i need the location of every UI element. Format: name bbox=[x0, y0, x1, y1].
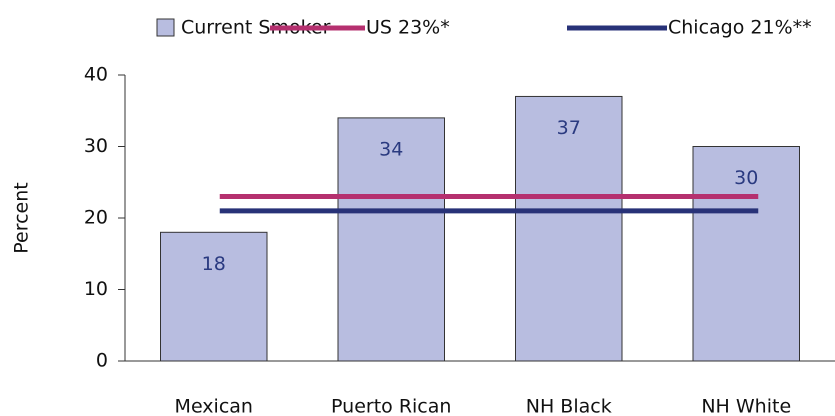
x-tick-label: NH Black bbox=[526, 396, 612, 416]
y-tick-label: 0 bbox=[96, 350, 108, 372]
legend-label: Current Smoker bbox=[181, 17, 331, 39]
legend-swatch bbox=[156, 18, 175, 37]
bar bbox=[160, 231, 268, 362]
bar bbox=[337, 117, 445, 362]
y-tick-label: 20 bbox=[84, 207, 108, 229]
legend-label: Chicago 21%** bbox=[668, 17, 812, 39]
y-tick-label: 30 bbox=[84, 135, 108, 157]
bar bbox=[692, 146, 800, 362]
data-label: 18 bbox=[202, 253, 226, 275]
x-tick-label: Puerto Rican bbox=[331, 396, 451, 416]
y-tick-label: 40 bbox=[84, 64, 108, 86]
x-tick-label: NH White bbox=[701, 396, 791, 416]
y-tick-label: 10 bbox=[84, 278, 108, 300]
data-label: 30 bbox=[734, 167, 758, 189]
x-tick-label: Mexican bbox=[175, 396, 253, 416]
legend-label: US 23%* bbox=[366, 17, 450, 39]
data-label: 37 bbox=[557, 117, 581, 139]
y-axis-label: Percent bbox=[11, 182, 33, 254]
bar bbox=[515, 95, 623, 362]
data-label: 34 bbox=[379, 138, 403, 160]
